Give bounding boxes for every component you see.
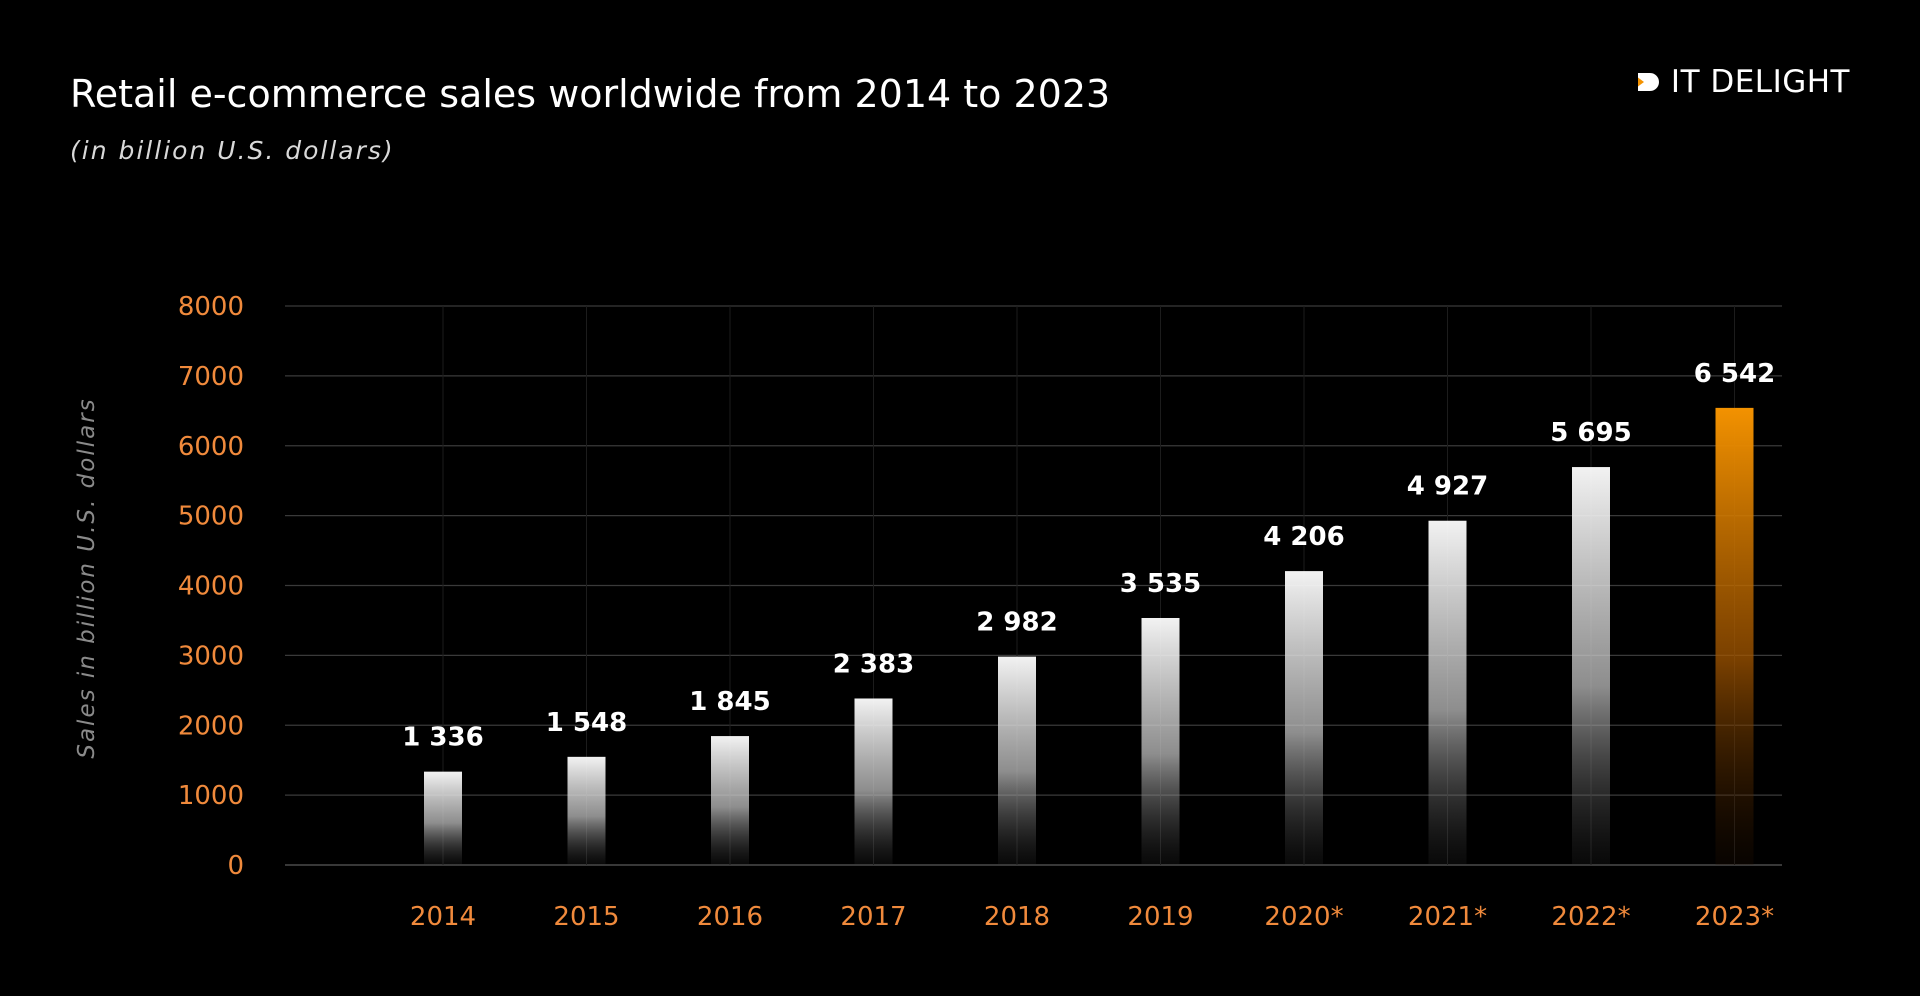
x-tick-label: 2023* xyxy=(1695,902,1774,932)
data-label: 1 845 xyxy=(689,687,770,717)
data-label: 4 927 xyxy=(1407,472,1488,502)
x-tick-label: 2017 xyxy=(840,902,906,932)
chart-title: Retail e-commerce sales worldwide from 2… xyxy=(70,72,1111,116)
bar xyxy=(854,698,893,865)
data-label: 4 206 xyxy=(1263,522,1344,552)
data-label: 1 336 xyxy=(402,723,483,753)
data-label: 3 535 xyxy=(1120,569,1201,599)
x-tick-label: 2019 xyxy=(1127,902,1193,932)
y-tick-label: 8000 xyxy=(178,292,244,322)
y-tick-label: 3000 xyxy=(178,641,244,671)
y-axis-title: Sales in billion U.S. dollars xyxy=(74,397,100,758)
chart-subtitle: (in billion U.S. dollars) xyxy=(70,136,395,165)
bar xyxy=(1141,617,1180,865)
data-label: 1 548 xyxy=(546,708,627,738)
bar xyxy=(1285,571,1323,865)
data-label: 6 542 xyxy=(1694,359,1775,389)
bar xyxy=(1572,467,1610,865)
bar xyxy=(567,756,606,865)
x-tick-label: 2015 xyxy=(553,902,619,932)
x-tick-label: 2014 xyxy=(410,902,476,932)
y-tick-label: 0 xyxy=(227,851,244,881)
y-tick-label: 4000 xyxy=(178,572,244,602)
data-labels: 1 336 1 548 1 845 2 383 2 982 3 535 4 206 4 927… xyxy=(402,359,1775,753)
x-tick-label: 2020* xyxy=(1264,902,1343,932)
y-tick-label: 7000 xyxy=(178,362,244,392)
it-delight-logo-icon xyxy=(1637,73,1659,91)
x-axis-ticks: 2014 2015 2016 2017 2018 2019 2020* 2021* 2022* 2… xyxy=(410,902,1774,932)
bar xyxy=(424,771,462,865)
data-label: 2 982 xyxy=(976,608,1057,638)
brand-logo: IT DELIGHT xyxy=(1635,64,1850,100)
x-tick-label: 2022* xyxy=(1551,902,1630,932)
y-tick-label: 6000 xyxy=(178,432,244,462)
y-tick-label: 1000 xyxy=(178,781,244,811)
bar xyxy=(711,736,749,865)
x-tick-label: 2016 xyxy=(697,902,763,932)
brand-name: IT DELIGHT xyxy=(1670,64,1850,100)
data-label: 2 383 xyxy=(833,649,914,679)
x-tick-label: 2018 xyxy=(984,902,1050,932)
y-axis-ticks: 0 1000 2000 3000 4000 5000 6000 7000 8000 xyxy=(178,292,244,881)
bar xyxy=(1428,520,1467,865)
y-tick-label: 2000 xyxy=(178,711,244,741)
bar xyxy=(998,656,1036,865)
bar-highlight xyxy=(1715,407,1754,865)
x-tick-label: 2021* xyxy=(1408,902,1487,932)
y-tick-label: 5000 xyxy=(178,502,244,532)
bars xyxy=(424,306,1754,865)
data-label: 5 695 xyxy=(1550,418,1631,448)
